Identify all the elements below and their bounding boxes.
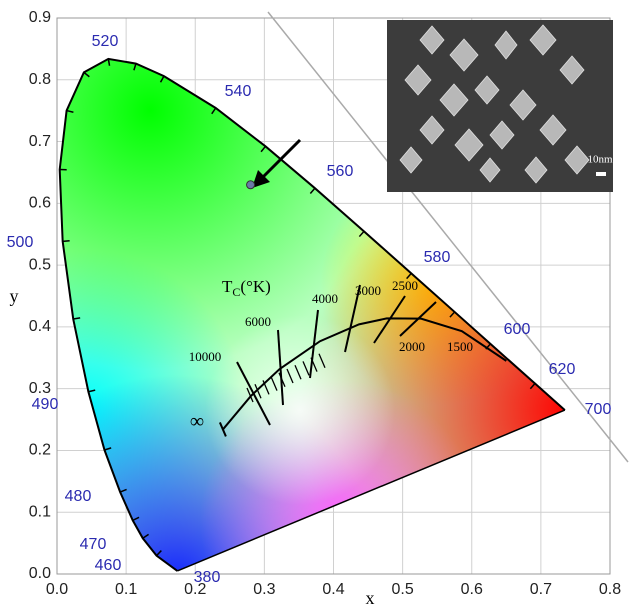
locus-tick: [260, 145, 267, 153]
x-tick-label: 0.7: [530, 581, 552, 598]
isotherm: [236, 361, 271, 426]
planck-tick: [262, 380, 270, 395]
wavelength-label: 700: [585, 401, 612, 418]
isotherm: [309, 309, 319, 379]
locus-tick: [529, 383, 536, 390]
locus-tick: [358, 230, 365, 238]
planck-curve: [222, 317, 507, 431]
locus-tick: [83, 71, 90, 78]
temperature-label: 2500: [392, 278, 418, 293]
locus-tick: [119, 488, 127, 493]
locus-tick: [132, 516, 140, 522]
x-tick-label: 0.6: [461, 581, 483, 598]
t-sub: C: [232, 285, 240, 299]
locus-tick: [88, 389, 96, 393]
wavelength-label: 490: [32, 396, 59, 413]
planckian-locus: 10000 6000 4000 3000 2500 2000 1500 ∞: [189, 278, 507, 437]
locus-tick: [406, 272, 412, 280]
temperature-label: ∞: [190, 411, 204, 433]
t-main: T: [222, 277, 233, 296]
x-tick-label: 0.4: [322, 581, 344, 598]
locus-tick: [142, 533, 150, 539]
temperature-label: 6000: [245, 314, 271, 329]
temperature-label: 1500: [447, 339, 473, 354]
t-rest: (°K): [240, 277, 270, 296]
temperature-title: TC(°K): [222, 277, 271, 299]
inset-particles: [399, 24, 590, 184]
y-tick-label: 0.3: [29, 380, 51, 397]
temperature-label: 10000: [189, 349, 222, 364]
isotherm: [373, 295, 406, 344]
planck-tick: [286, 368, 294, 384]
y-tick-label: 0.1: [29, 503, 51, 520]
scale-bar: [596, 172, 606, 176]
x-tick-label: 0.1: [115, 581, 137, 598]
locus-tick: [133, 63, 137, 71]
wavelength-label: 500: [7, 234, 34, 251]
inset-scale-label: 10nm: [587, 154, 613, 166]
planck-tick: [278, 372, 286, 388]
y-tick-label: 0.0: [29, 565, 51, 582]
isotherm: [344, 284, 361, 353]
y-tick-label: 0.8: [29, 71, 51, 88]
planck-tick: [254, 383, 262, 399]
wavelength-label: 540: [225, 83, 252, 100]
planck-tick: [310, 357, 318, 372]
planck-tick: [302, 361, 310, 376]
wavelength-label: 480: [65, 488, 92, 505]
locus-tick: [309, 187, 316, 194]
wavelength-label: 620: [549, 361, 576, 378]
wavelength-label: 600: [504, 321, 531, 338]
planck-tick: [246, 387, 254, 403]
wavelength-label: 460: [95, 557, 122, 574]
y-tick-label: 0.4: [29, 318, 51, 335]
locus-tick: [211, 107, 217, 115]
wavelength-label: 470: [80, 536, 107, 553]
isotherm: [399, 301, 437, 337]
wavelength-label: 380: [194, 569, 221, 586]
x-tick-label: 0.5: [392, 581, 414, 598]
locus-tick: [104, 447, 112, 451]
spectral-locus: [58, 57, 566, 572]
locus-tick: [449, 311, 456, 318]
y-axis-label: y: [10, 286, 19, 306]
y-tick-label: 0.2: [29, 442, 51, 459]
arrow-shaft: [260, 138, 302, 180]
locus-tick: [159, 75, 165, 83]
planck-tick: [318, 353, 326, 369]
planck-end: [218, 422, 227, 437]
y-tick-label: 0.7: [29, 133, 51, 150]
planck-tick: [270, 376, 278, 391]
inset: 10nm: [387, 20, 613, 192]
plot-frame: [56, 17, 611, 575]
purple-line: [177, 409, 566, 572]
locus-tick: [73, 317, 81, 320]
temperature-label: 4000: [312, 291, 338, 306]
y-tick-label: 0.5: [29, 256, 51, 273]
temperature-label: 3000: [355, 283, 381, 298]
data-point: [246, 180, 256, 190]
locus-tick: [62, 240, 70, 243]
planck-tick: [294, 364, 302, 380]
wavelength-label: 560: [327, 163, 354, 180]
locus-tick: [66, 109, 74, 113]
locus-tick: [107, 58, 111, 66]
x-axis-label: x: [366, 588, 375, 604]
isotherm: [277, 329, 284, 406]
arrow-head: [252, 170, 270, 188]
x-tick-label: 0.8: [599, 581, 621, 598]
temperature-label: 2000: [399, 339, 425, 354]
y-tick-label: 0.6: [29, 195, 51, 212]
x-tick-label: 0.2: [184, 581, 206, 598]
wavelength-label: 520: [92, 33, 119, 50]
wavelength-label: 580: [424, 249, 451, 266]
x-tick-label: 0.3: [253, 581, 275, 598]
x-tick-label: 0.0: [46, 581, 68, 598]
diagonal-line: [267, 11, 629, 463]
locus-tick: [155, 550, 162, 557]
y-tick-label: 0.9: [29, 9, 51, 26]
